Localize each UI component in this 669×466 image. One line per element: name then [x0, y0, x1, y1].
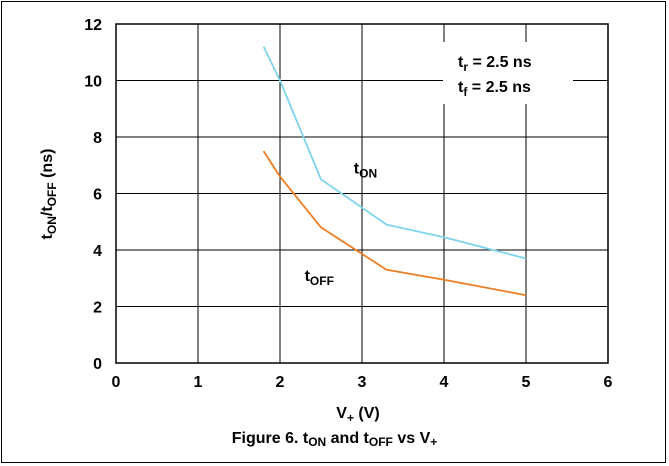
series-line-toff	[262, 150, 527, 297]
x-axis-title-suffix: (V)	[354, 405, 380, 422]
y-axis-title-p2: /t	[39, 206, 56, 216]
caption-sub-2: OFF	[368, 435, 393, 449]
y-axis-title-p3: (ns)	[39, 149, 56, 183]
x-axis-title-sub: +	[347, 411, 354, 425]
series-label-toff: tOFF	[305, 268, 334, 288]
annotation-tf-sub: f	[463, 85, 468, 99]
x-axis-title-main: V	[336, 405, 347, 422]
annotation-box	[443, 42, 573, 104]
caption-part-3: vs V	[392, 430, 431, 447]
y-tick-label: 4	[93, 243, 102, 260]
y-tick-label: 2	[93, 300, 102, 317]
y-tick-label: 6	[93, 187, 102, 204]
annotation-tr-main: t	[458, 54, 464, 71]
x-tick-label: 6	[604, 374, 613, 391]
x-tick-label: 2	[276, 374, 285, 391]
series-lines	[262, 46, 527, 297]
plot-area	[115, 23, 609, 364]
caption-part-1: Figure 6. t	[231, 430, 309, 447]
series-line-ton	[262, 46, 527, 260]
x-tick-label: 5	[522, 374, 531, 391]
series-label-ton-sub: ON	[359, 167, 377, 181]
annotation-line-2: tf = 2.5 ns	[458, 79, 531, 99]
series-label-toff-sub: OFF	[310, 274, 334, 288]
caption-sub-3: +	[430, 435, 438, 449]
annotation-tr-sub: r	[463, 60, 468, 74]
y-axis-title: tON/tOFF (ns)	[39, 149, 59, 240]
x-tick-label: 1	[194, 374, 203, 391]
series-label-ton: tON	[354, 161, 377, 181]
series-label-toff-main: t	[305, 268, 311, 285]
y-tick-label: 12	[84, 17, 102, 34]
x-tick-label: 0	[112, 374, 121, 391]
y-tick-label: 0	[93, 356, 102, 373]
y-tick-label: 10	[84, 74, 102, 91]
series-label-ton-main: t	[354, 161, 360, 178]
annotation-tf-main: t	[458, 79, 464, 96]
x-axis-title: V+ (V)	[336, 405, 379, 425]
caption-sub-1: ON	[308, 435, 327, 449]
annotation-line-1: tr = 2.5 ns	[458, 54, 532, 74]
y-axis-title-s1: ON	[45, 216, 59, 234]
figure-caption: Figure 6. tON and tOFF vs V+	[0, 430, 669, 448]
y-axis-title-s2: OFF	[45, 182, 59, 206]
annotation-tf-rest: = 2.5 ns	[467, 79, 531, 96]
caption-part-2: and t	[326, 430, 369, 447]
annotation-tr-rest: = 2.5 ns	[468, 54, 532, 71]
y-axis-title-p1: t	[39, 233, 56, 239]
x-tick-label: 4	[440, 374, 449, 391]
y-tick-label: 8	[93, 130, 102, 147]
x-tick-label: 3	[358, 374, 367, 391]
